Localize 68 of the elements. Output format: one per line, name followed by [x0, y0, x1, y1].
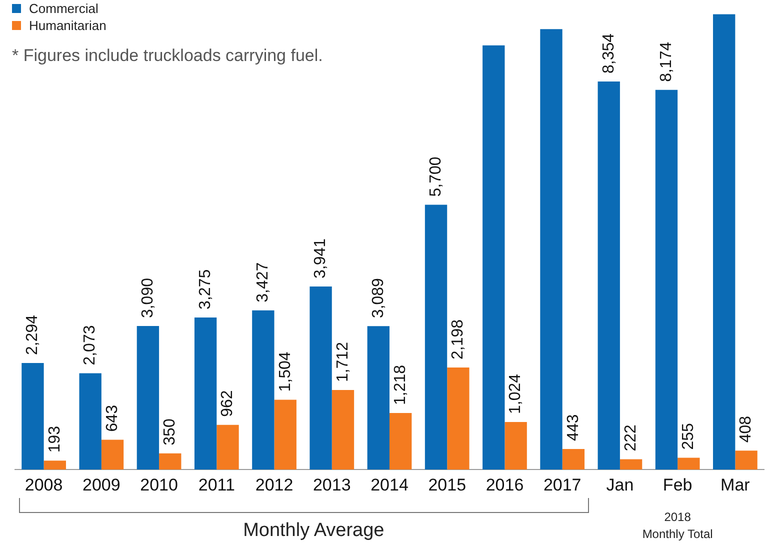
data-label: 443	[564, 414, 582, 442]
bar	[216, 424, 239, 470]
x-tick-label: 2014	[370, 475, 408, 494]
bar	[504, 422, 527, 470]
legend-label: Humanitarian	[29, 18, 106, 33]
data-label: 643	[104, 404, 121, 432]
x-tick-label: 2011	[198, 475, 235, 494]
data-label: 2,198	[450, 319, 467, 360]
data-label: 1,504	[276, 352, 294, 392]
x-tick-label: 2013	[312, 475, 351, 494]
text: Monthly Total	[641, 527, 714, 541]
bar	[482, 45, 505, 470]
bar	[735, 450, 758, 470]
data-label: 962	[219, 390, 236, 417]
x-tick-label: 2015	[428, 475, 466, 494]
x-tick-label: 2008	[24, 475, 63, 494]
data-label: 3,089	[370, 278, 387, 318]
bar	[44, 460, 66, 470]
bar	[390, 413, 412, 470]
bar	[22, 363, 44, 470]
data-label: 1,712	[334, 342, 352, 382]
data-label: 350	[162, 418, 179, 446]
data-label: 2,294	[24, 314, 42, 356]
bar	[655, 90, 678, 470]
bar	[562, 449, 585, 470]
bar	[678, 458, 700, 470]
x-tick-label: Mar	[720, 475, 750, 494]
text: Monthly Average	[243, 520, 384, 542]
x-tick-label: 2012	[255, 475, 294, 494]
bar	[79, 373, 102, 470]
x-tick-label: Jan	[606, 475, 634, 494]
x-tick-label: Feb	[662, 475, 692, 494]
data-label: 8,174	[658, 42, 675, 82]
bar	[332, 390, 354, 470]
text: 2018	[663, 510, 692, 524]
bar	[598, 81, 620, 470]
bar	[101, 440, 124, 470]
legend-label: Commercial	[29, 1, 98, 16]
data-label: 3,941	[312, 238, 330, 278]
x-tick-label: 2009	[82, 475, 120, 494]
x-tick-label: 2016	[486, 475, 524, 494]
bar	[540, 29, 562, 470]
bar	[194, 317, 217, 470]
bar	[159, 453, 182, 470]
data-label: 3,427	[254, 262, 272, 302]
data-label: 3,275	[196, 269, 214, 310]
bar	[620, 459, 642, 470]
bar	[136, 326, 160, 470]
data-label: 408	[738, 416, 755, 443]
bar	[447, 367, 470, 470]
bar	[274, 400, 296, 470]
bar	[367, 326, 390, 470]
data-label: 3,090	[139, 278, 156, 318]
bar	[310, 286, 332, 470]
data-label: 1,024	[507, 374, 524, 414]
data-label: 1,218	[392, 364, 409, 406]
annotation: * Figures include truckloads carrying fuel.	[12, 46, 323, 66]
bar	[713, 14, 736, 470]
data-label: 193	[46, 426, 64, 453]
data-label: 222	[622, 424, 640, 452]
x-tick-label: 2017	[543, 475, 582, 494]
data-label: 255	[680, 422, 698, 450]
data-label: 2,073	[82, 325, 99, 366]
data-label: 5,700	[427, 156, 444, 197]
x-tick-label: 2010	[140, 475, 178, 494]
data-label: 8,354	[600, 33, 618, 74]
bar	[252, 310, 274, 470]
bar	[424, 204, 448, 470]
